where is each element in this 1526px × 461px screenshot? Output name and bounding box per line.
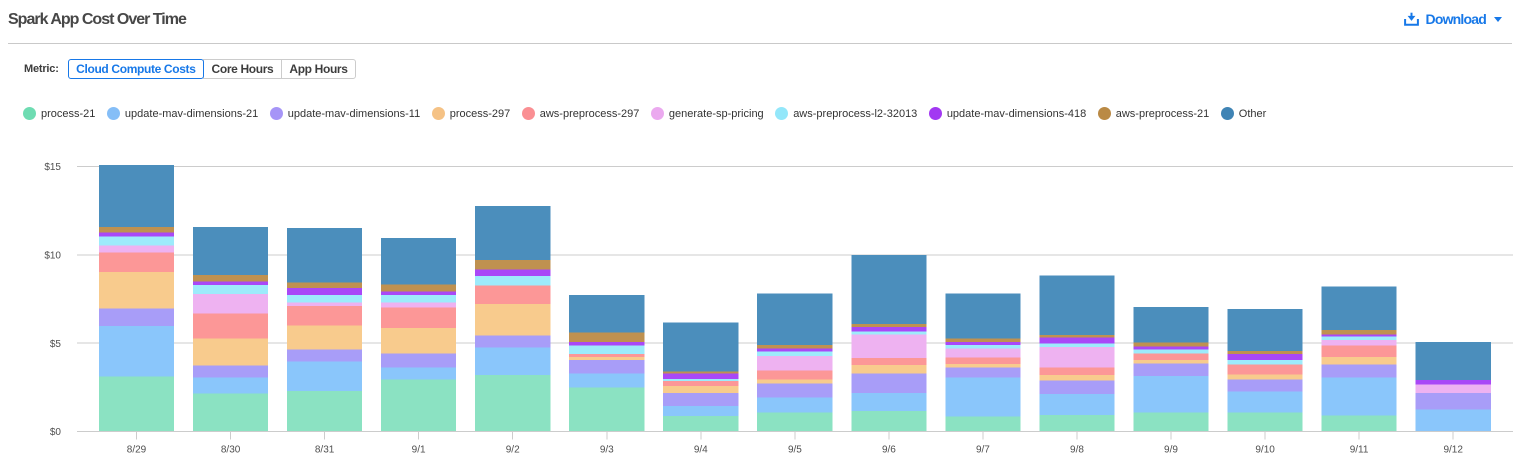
svg-text:9/2: 9/2 — [506, 445, 520, 456]
svg-text:9/4: 9/4 — [694, 445, 708, 456]
svg-text:9/12: 9/12 — [1443, 445, 1463, 456]
svg-text:9/9: 9/9 — [1164, 445, 1178, 456]
svg-text:$0: $0 — [50, 427, 62, 438]
svg-text:$15: $15 — [44, 162, 61, 173]
svg-text:$5: $5 — [50, 339, 62, 350]
svg-text:9/11: 9/11 — [1350, 445, 1369, 456]
svg-text:8/31: 8/31 — [315, 445, 335, 456]
svg-text:8/29: 8/29 — [127, 445, 147, 456]
svg-text:$10: $10 — [44, 251, 61, 262]
svg-text:9/6: 9/6 — [882, 445, 896, 456]
svg-text:9/3: 9/3 — [600, 445, 614, 456]
svg-text:9/5: 9/5 — [788, 445, 802, 456]
svg-text:8/30: 8/30 — [221, 445, 241, 456]
svg-text:9/7: 9/7 — [976, 445, 990, 456]
svg-text:9/1: 9/1 — [412, 445, 426, 456]
svg-text:9/10: 9/10 — [1255, 445, 1275, 456]
svg-text:9/8: 9/8 — [1070, 445, 1084, 456]
